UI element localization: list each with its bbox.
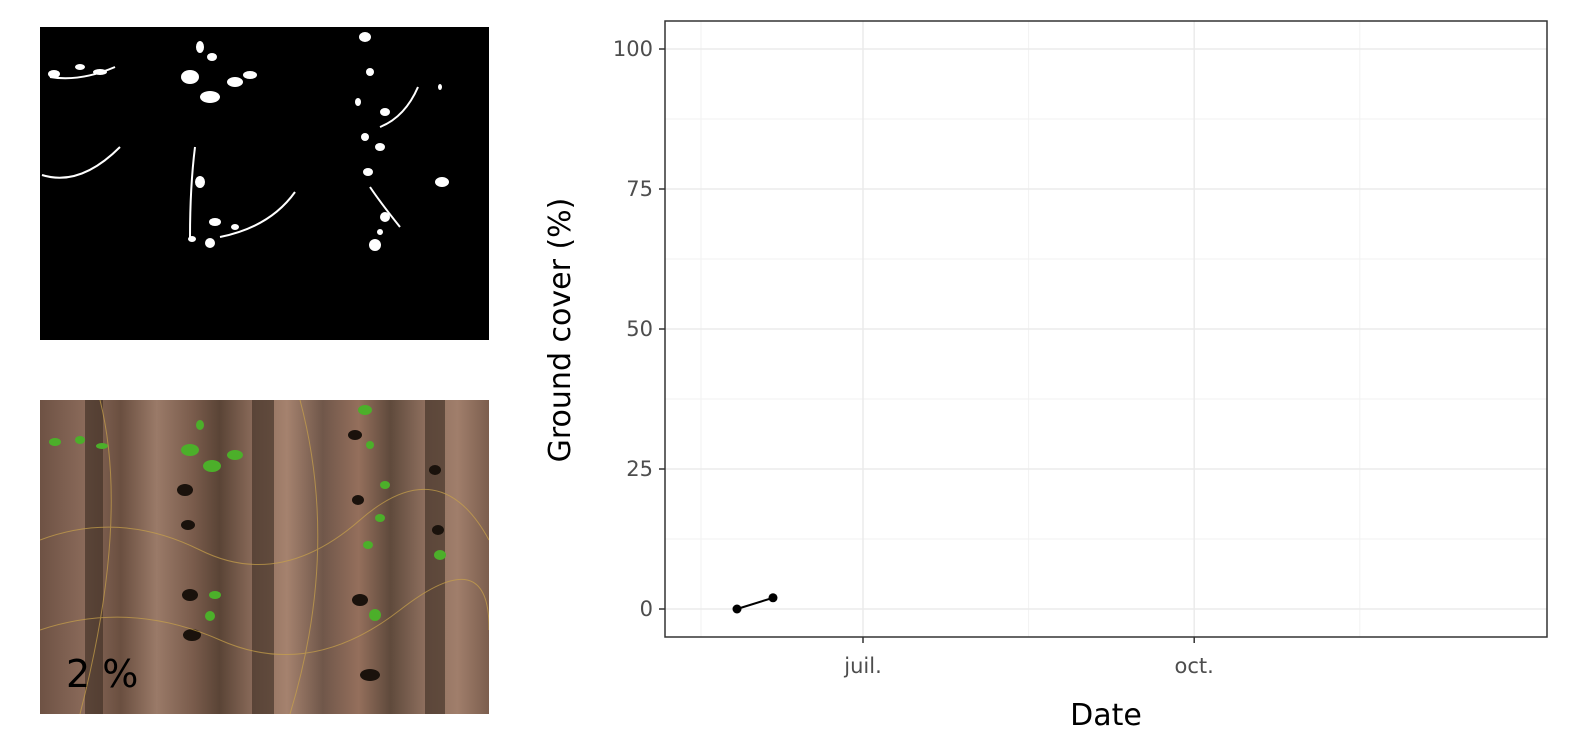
y-tick-label: 75 xyxy=(626,177,653,201)
y-axis: 0 25 50 75 100 xyxy=(613,37,665,621)
mask-blobs xyxy=(41,32,449,251)
data-point xyxy=(768,593,778,603)
y-tick-label: 100 xyxy=(613,37,653,61)
field-photo-image: 2 % xyxy=(40,400,489,714)
x-axis-title: Date xyxy=(1070,698,1142,733)
series-layer xyxy=(732,593,778,614)
y-axis-title: Ground cover (%) xyxy=(543,198,578,463)
ground-cover-percent-label: 2 % xyxy=(66,652,139,696)
y-tick-label: 0 xyxy=(640,597,653,621)
y-tick-label: 25 xyxy=(626,457,653,481)
x-tick-label: juil. xyxy=(843,654,882,678)
x-tick-label: oct. xyxy=(1175,654,1214,678)
x-axis: juil. oct. xyxy=(843,637,1214,678)
binary-mask-image xyxy=(40,27,489,340)
photo-texture xyxy=(40,400,489,714)
data-point xyxy=(732,604,742,614)
grid-major xyxy=(665,21,1547,637)
series-line xyxy=(736,596,774,610)
y-tick-label: 50 xyxy=(626,317,653,341)
